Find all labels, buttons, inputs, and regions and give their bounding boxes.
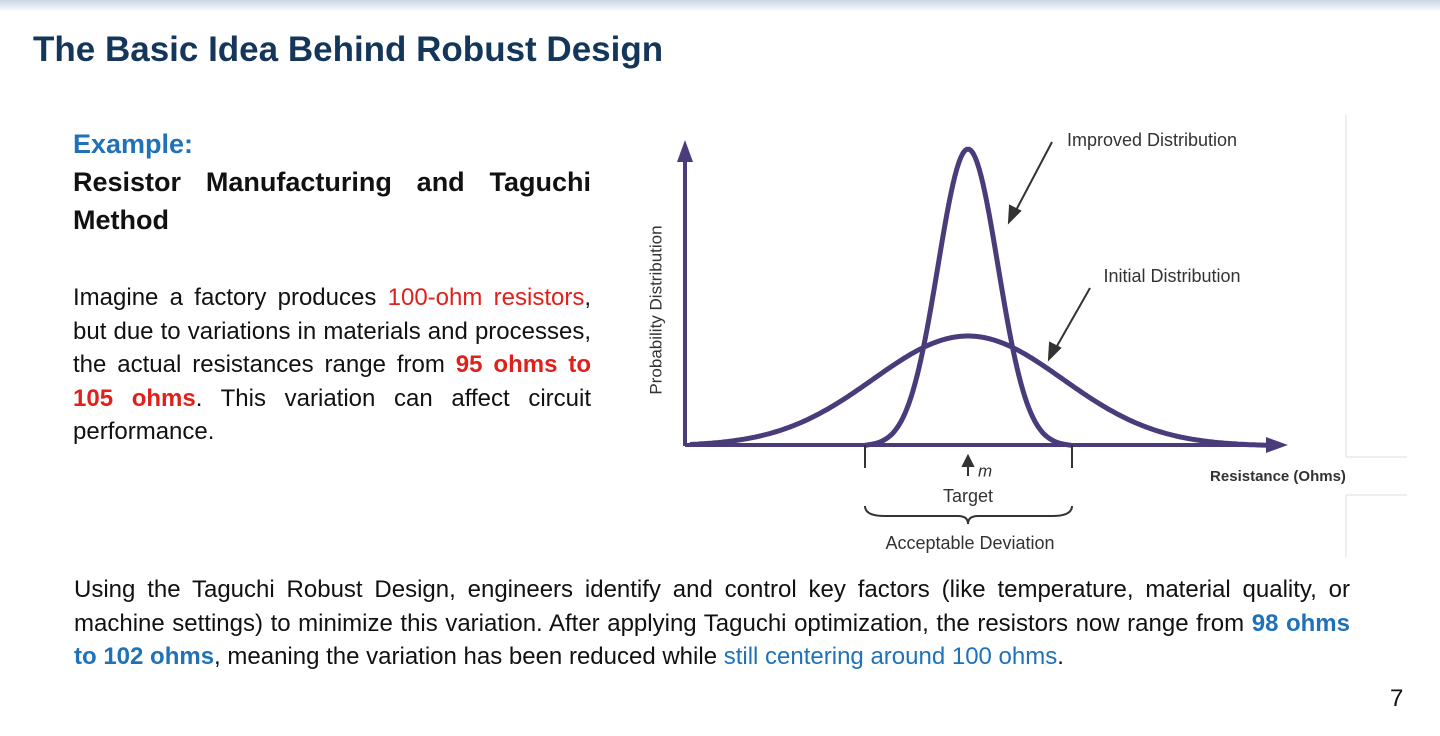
- mean-symbol: m: [978, 461, 992, 480]
- figure-background: [620, 110, 1410, 560]
- highlight: 100-ohm resistors: [387, 284, 585, 311]
- example-heading: Resistor Manufacturing and Taguchi Metho…: [73, 167, 591, 235]
- text-run: .: [1057, 643, 1064, 670]
- text-run: Using the Taguchi Robust Design, enginee…: [74, 576, 1350, 637]
- improved-curve: [864, 146, 1072, 448]
- initial-label: Initial Distribution: [1103, 266, 1240, 286]
- deviation-brace: [864, 505, 1073, 525]
- distribution-figure: Probability Distribution Resistance (Ohm…: [620, 110, 1410, 560]
- slide-title: The Basic Idea Behind Robust Design: [33, 30, 664, 69]
- top-bar: [0, 0, 1440, 12]
- y-axis-label: Probability Distribution: [646, 225, 665, 394]
- axes: [677, 140, 1288, 453]
- highlight: 98 ohms to 102 ohms: [74, 609, 1350, 671]
- improved-pointer: [1012, 141, 1053, 217]
- frame-lines: [1345, 115, 1407, 557]
- paragraph: Using the Taguchi Robust Design, enginee…: [74, 573, 1350, 674]
- improved-label: Improved Distribution: [1067, 130, 1237, 150]
- text-run: Imagine a factory produces: [73, 284, 388, 311]
- annotations: [864, 141, 1091, 525]
- text-run: , meaning the variation has been reduced…: [214, 643, 724, 670]
- text-run: , but due to variations in materials and…: [73, 284, 592, 378]
- highlight: 95 ohms to 105 ohms: [73, 351, 591, 412]
- pointer-head: [1007, 204, 1022, 225]
- text-run: . This variation can affect circuit perf…: [73, 384, 592, 446]
- example-label: Example:: [73, 129, 194, 159]
- target-arrowhead: [961, 453, 975, 467]
- paragraph: Imagine a factory produces 100-ohm resis…: [73, 281, 591, 449]
- deviation-label: Acceptable Deviation: [885, 533, 1054, 553]
- highlight: still centering around 100 ohms: [723, 643, 1058, 670]
- x-axis-label: Resistance (Ohms): [1210, 468, 1346, 485]
- page-number: 7: [1390, 685, 1404, 712]
- initial-curve: [689, 333, 1271, 448]
- left-column: Example: Resistor Manufacturing and Tagu…: [73, 125, 591, 449]
- x-arrow: [1266, 437, 1288, 453]
- y-arrow: [677, 140, 693, 162]
- pointer-head: [1047, 341, 1062, 362]
- target-label: Target: [943, 486, 993, 506]
- initial-pointer: [1052, 287, 1091, 354]
